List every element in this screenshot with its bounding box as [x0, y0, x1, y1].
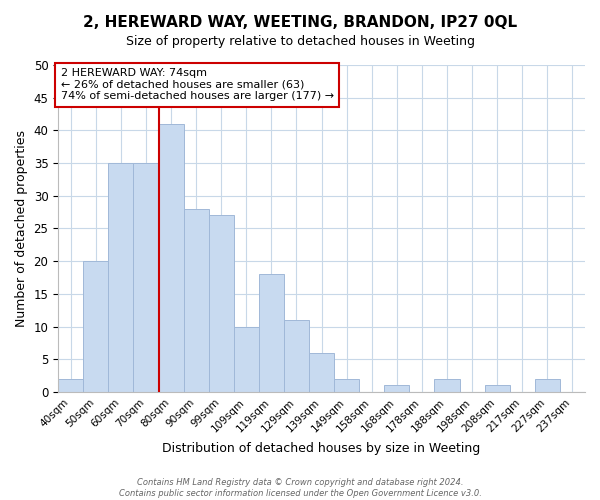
Bar [133, 163, 158, 392]
Y-axis label: Number of detached properties: Number of detached properties [15, 130, 28, 327]
Bar [284, 320, 309, 392]
Bar [209, 216, 234, 392]
Bar [259, 274, 284, 392]
Bar [309, 352, 334, 392]
Bar [109, 163, 133, 392]
Bar [434, 379, 460, 392]
Text: Size of property relative to detached houses in Weeting: Size of property relative to detached ho… [125, 35, 475, 48]
Bar [535, 379, 560, 392]
Bar [83, 261, 109, 392]
X-axis label: Distribution of detached houses by size in Weeting: Distribution of detached houses by size … [163, 442, 481, 455]
Bar [58, 379, 83, 392]
Bar [158, 124, 184, 392]
Bar [384, 386, 409, 392]
Bar [184, 209, 209, 392]
Text: 2 HEREWARD WAY: 74sqm
← 26% of detached houses are smaller (63)
74% of semi-deta: 2 HEREWARD WAY: 74sqm ← 26% of detached … [61, 68, 334, 102]
Bar [334, 379, 359, 392]
Bar [234, 326, 259, 392]
Text: 2, HEREWARD WAY, WEETING, BRANDON, IP27 0QL: 2, HEREWARD WAY, WEETING, BRANDON, IP27 … [83, 15, 517, 30]
Bar [485, 386, 510, 392]
Text: Contains HM Land Registry data © Crown copyright and database right 2024.
Contai: Contains HM Land Registry data © Crown c… [119, 478, 481, 498]
